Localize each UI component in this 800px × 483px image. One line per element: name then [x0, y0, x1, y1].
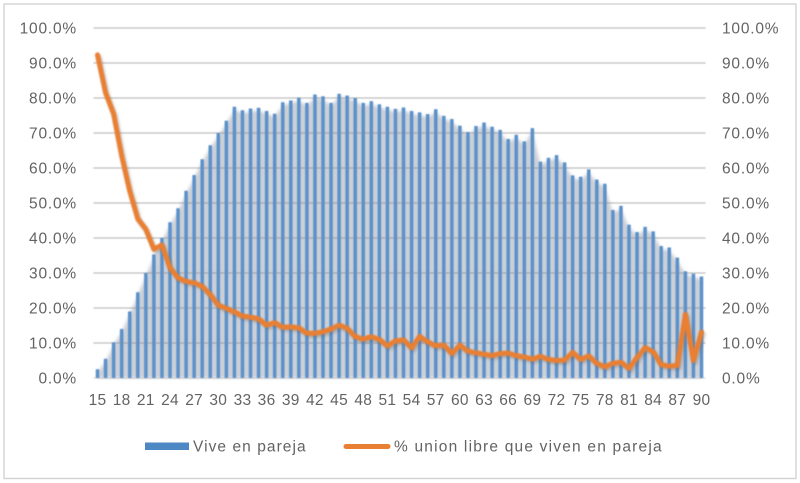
- svg-text:69: 69: [523, 392, 541, 409]
- svg-text:81: 81: [620, 392, 638, 409]
- svg-text:60.0%: 60.0%: [722, 161, 770, 178]
- svg-text:72: 72: [548, 392, 566, 409]
- svg-text:10.0%: 10.0%: [722, 336, 770, 353]
- svg-text:% union libre que viven en par: % union libre que viven en pareja: [394, 439, 663, 456]
- svg-text:80.0%: 80.0%: [722, 91, 770, 108]
- svg-text:33: 33: [234, 392, 252, 409]
- svg-text:10.0%: 10.0%: [29, 336, 77, 353]
- svg-text:90: 90: [693, 392, 711, 409]
- svg-text:0.0%: 0.0%: [38, 371, 77, 388]
- svg-text:70.0%: 70.0%: [29, 126, 77, 143]
- svg-text:63: 63: [475, 392, 493, 409]
- svg-text:15: 15: [89, 392, 107, 409]
- svg-text:80.0%: 80.0%: [29, 91, 77, 108]
- svg-text:90.0%: 90.0%: [722, 56, 770, 73]
- svg-text:50.0%: 50.0%: [722, 196, 770, 213]
- svg-text:0.0%: 0.0%: [722, 371, 761, 388]
- svg-text:40.0%: 40.0%: [29, 231, 77, 248]
- svg-text:87: 87: [668, 392, 686, 409]
- svg-text:51: 51: [378, 392, 396, 409]
- svg-text:30.0%: 30.0%: [722, 266, 770, 283]
- svg-text:30.0%: 30.0%: [29, 266, 77, 283]
- svg-text:36: 36: [258, 392, 276, 409]
- svg-text:90.0%: 90.0%: [29, 56, 77, 73]
- svg-text:Vive en pareja: Vive en pareja: [193, 439, 307, 456]
- svg-text:78: 78: [596, 392, 614, 409]
- svg-text:48: 48: [354, 392, 372, 409]
- svg-text:18: 18: [113, 392, 131, 409]
- svg-text:100.0%: 100.0%: [722, 21, 779, 38]
- svg-text:20.0%: 20.0%: [722, 301, 770, 318]
- svg-text:84: 84: [644, 392, 662, 409]
- svg-text:45: 45: [330, 392, 348, 409]
- svg-text:40.0%: 40.0%: [722, 231, 770, 248]
- svg-text:100.0%: 100.0%: [20, 21, 77, 38]
- svg-text:24: 24: [161, 392, 179, 409]
- svg-text:20.0%: 20.0%: [29, 301, 77, 318]
- svg-text:57: 57: [427, 392, 445, 409]
- svg-text:50.0%: 50.0%: [29, 196, 77, 213]
- svg-text:39: 39: [282, 392, 300, 409]
- svg-text:66: 66: [499, 392, 517, 409]
- svg-text:70.0%: 70.0%: [722, 126, 770, 143]
- svg-text:54: 54: [403, 392, 421, 409]
- svg-text:60: 60: [451, 392, 469, 409]
- svg-text:30: 30: [209, 392, 227, 409]
- svg-text:60.0%: 60.0%: [29, 161, 77, 178]
- svg-text:42: 42: [306, 392, 324, 409]
- svg-text:21: 21: [137, 392, 155, 409]
- svg-text:75: 75: [572, 392, 590, 409]
- svg-text:27: 27: [185, 392, 203, 409]
